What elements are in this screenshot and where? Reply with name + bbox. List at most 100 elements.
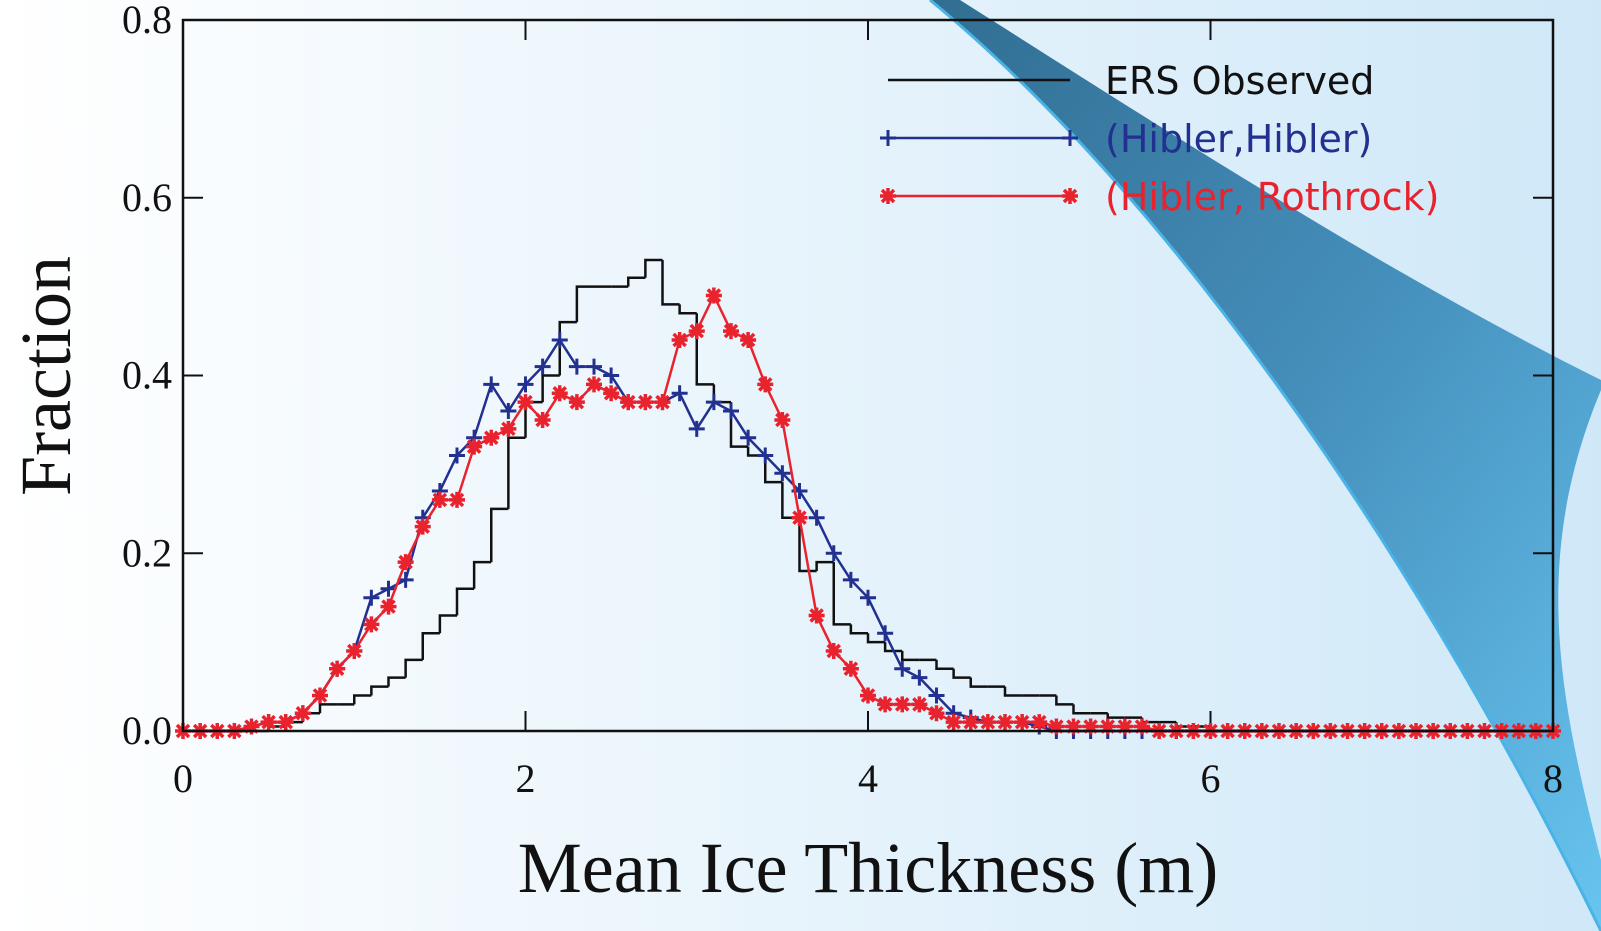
marker bbox=[1082, 718, 1099, 735]
marker bbox=[880, 130, 896, 146]
marker bbox=[620, 394, 637, 411]
histogram-step bbox=[798, 517, 817, 573]
marker bbox=[825, 545, 842, 562]
marker bbox=[534, 411, 551, 428]
marker bbox=[894, 696, 911, 713]
marker bbox=[808, 607, 825, 624]
decorative-swoosh bbox=[930, 0, 1601, 931]
histogram-step bbox=[421, 631, 440, 660]
marker bbox=[551, 331, 568, 348]
legend-label: ERS Observed bbox=[1105, 59, 1374, 103]
marker bbox=[688, 323, 705, 340]
marker bbox=[880, 188, 896, 204]
marker bbox=[243, 718, 260, 735]
marker bbox=[534, 358, 551, 375]
marker bbox=[842, 571, 859, 588]
histogram-step bbox=[764, 455, 783, 484]
histogram-step bbox=[404, 658, 423, 678]
marker bbox=[1031, 714, 1048, 731]
histogram-step bbox=[832, 562, 851, 626]
marker bbox=[979, 714, 996, 731]
histogram-step bbox=[901, 651, 920, 662]
histogram-step bbox=[507, 436, 526, 509]
marker bbox=[688, 420, 705, 437]
marker bbox=[1014, 714, 1031, 731]
marker bbox=[723, 403, 739, 420]
axes-frame bbox=[181, 18, 1555, 733]
histogram-step bbox=[627, 276, 646, 287]
marker bbox=[740, 331, 757, 348]
decorative-swoosh-edge bbox=[929, 0, 1601, 931]
marker bbox=[774, 411, 791, 428]
marker bbox=[911, 696, 928, 713]
marker bbox=[705, 394, 722, 411]
histogram-step bbox=[1003, 686, 1023, 697]
marker bbox=[945, 714, 962, 731]
histogram-step bbox=[387, 676, 406, 687]
marker bbox=[586, 358, 602, 375]
histogram-step bbox=[935, 659, 954, 671]
marker bbox=[637, 394, 654, 411]
marker bbox=[757, 447, 774, 464]
histogram-step bbox=[678, 304, 697, 315]
marker bbox=[654, 394, 671, 411]
marker bbox=[808, 509, 825, 526]
marker bbox=[483, 429, 500, 446]
histogram-step bbox=[661, 259, 680, 306]
y-tick-label: 0.0 bbox=[122, 708, 172, 753]
histogram-step bbox=[969, 677, 988, 688]
histogram-step bbox=[1072, 704, 1091, 715]
marker bbox=[740, 429, 757, 446]
histogram-step bbox=[370, 685, 389, 696]
y-axis-label: Fraction bbox=[6, 256, 86, 496]
marker bbox=[449, 447, 465, 464]
marker bbox=[671, 385, 688, 402]
marker bbox=[431, 491, 448, 508]
y-tick-label: 0.4 bbox=[122, 353, 172, 398]
histogram-step bbox=[1055, 695, 1074, 706]
histogram-step bbox=[1106, 713, 1125, 719]
marker bbox=[466, 438, 483, 455]
marker bbox=[928, 687, 945, 704]
marker bbox=[603, 367, 620, 384]
marker bbox=[877, 625, 894, 642]
marker bbox=[1048, 718, 1065, 735]
marker bbox=[380, 580, 397, 597]
marker bbox=[449, 491, 465, 508]
legend: ERS Observed (Hibler,Hibler) (Hibler, Roth… bbox=[880, 59, 1440, 219]
marker bbox=[346, 643, 363, 660]
marker bbox=[723, 323, 739, 340]
marker bbox=[568, 394, 585, 411]
marker bbox=[997, 714, 1013, 731]
x-axis-label: Mean Ice Thickness (m) bbox=[518, 828, 1218, 908]
marker bbox=[517, 376, 534, 393]
marker bbox=[1116, 718, 1133, 735]
marker bbox=[586, 376, 602, 393]
marker bbox=[705, 287, 722, 304]
histogram-step bbox=[353, 694, 372, 705]
marker bbox=[825, 643, 842, 660]
marker bbox=[603, 385, 620, 402]
marker bbox=[397, 554, 414, 571]
legend-label: (Hibler, Rothrock) bbox=[1105, 175, 1440, 219]
histogram-step bbox=[318, 703, 338, 714]
marker bbox=[1065, 718, 1082, 735]
marker bbox=[757, 376, 774, 393]
marker bbox=[1099, 718, 1116, 735]
marker bbox=[517, 394, 534, 411]
x-tick-label: 8 bbox=[1543, 756, 1563, 801]
y-tick-label: 0.6 bbox=[122, 175, 172, 220]
y-tick-label: 0.8 bbox=[122, 0, 172, 42]
marker bbox=[774, 465, 791, 482]
histogram-step bbox=[438, 614, 457, 634]
x-tick-label: 0 bbox=[173, 756, 193, 801]
histogram-step bbox=[815, 560, 834, 572]
histogram-step bbox=[455, 587, 475, 616]
histogram-step bbox=[541, 374, 560, 403]
histogram-step bbox=[472, 560, 492, 589]
marker bbox=[962, 714, 979, 731]
marker bbox=[260, 714, 277, 731]
marker bbox=[551, 385, 568, 402]
marker bbox=[414, 518, 431, 535]
